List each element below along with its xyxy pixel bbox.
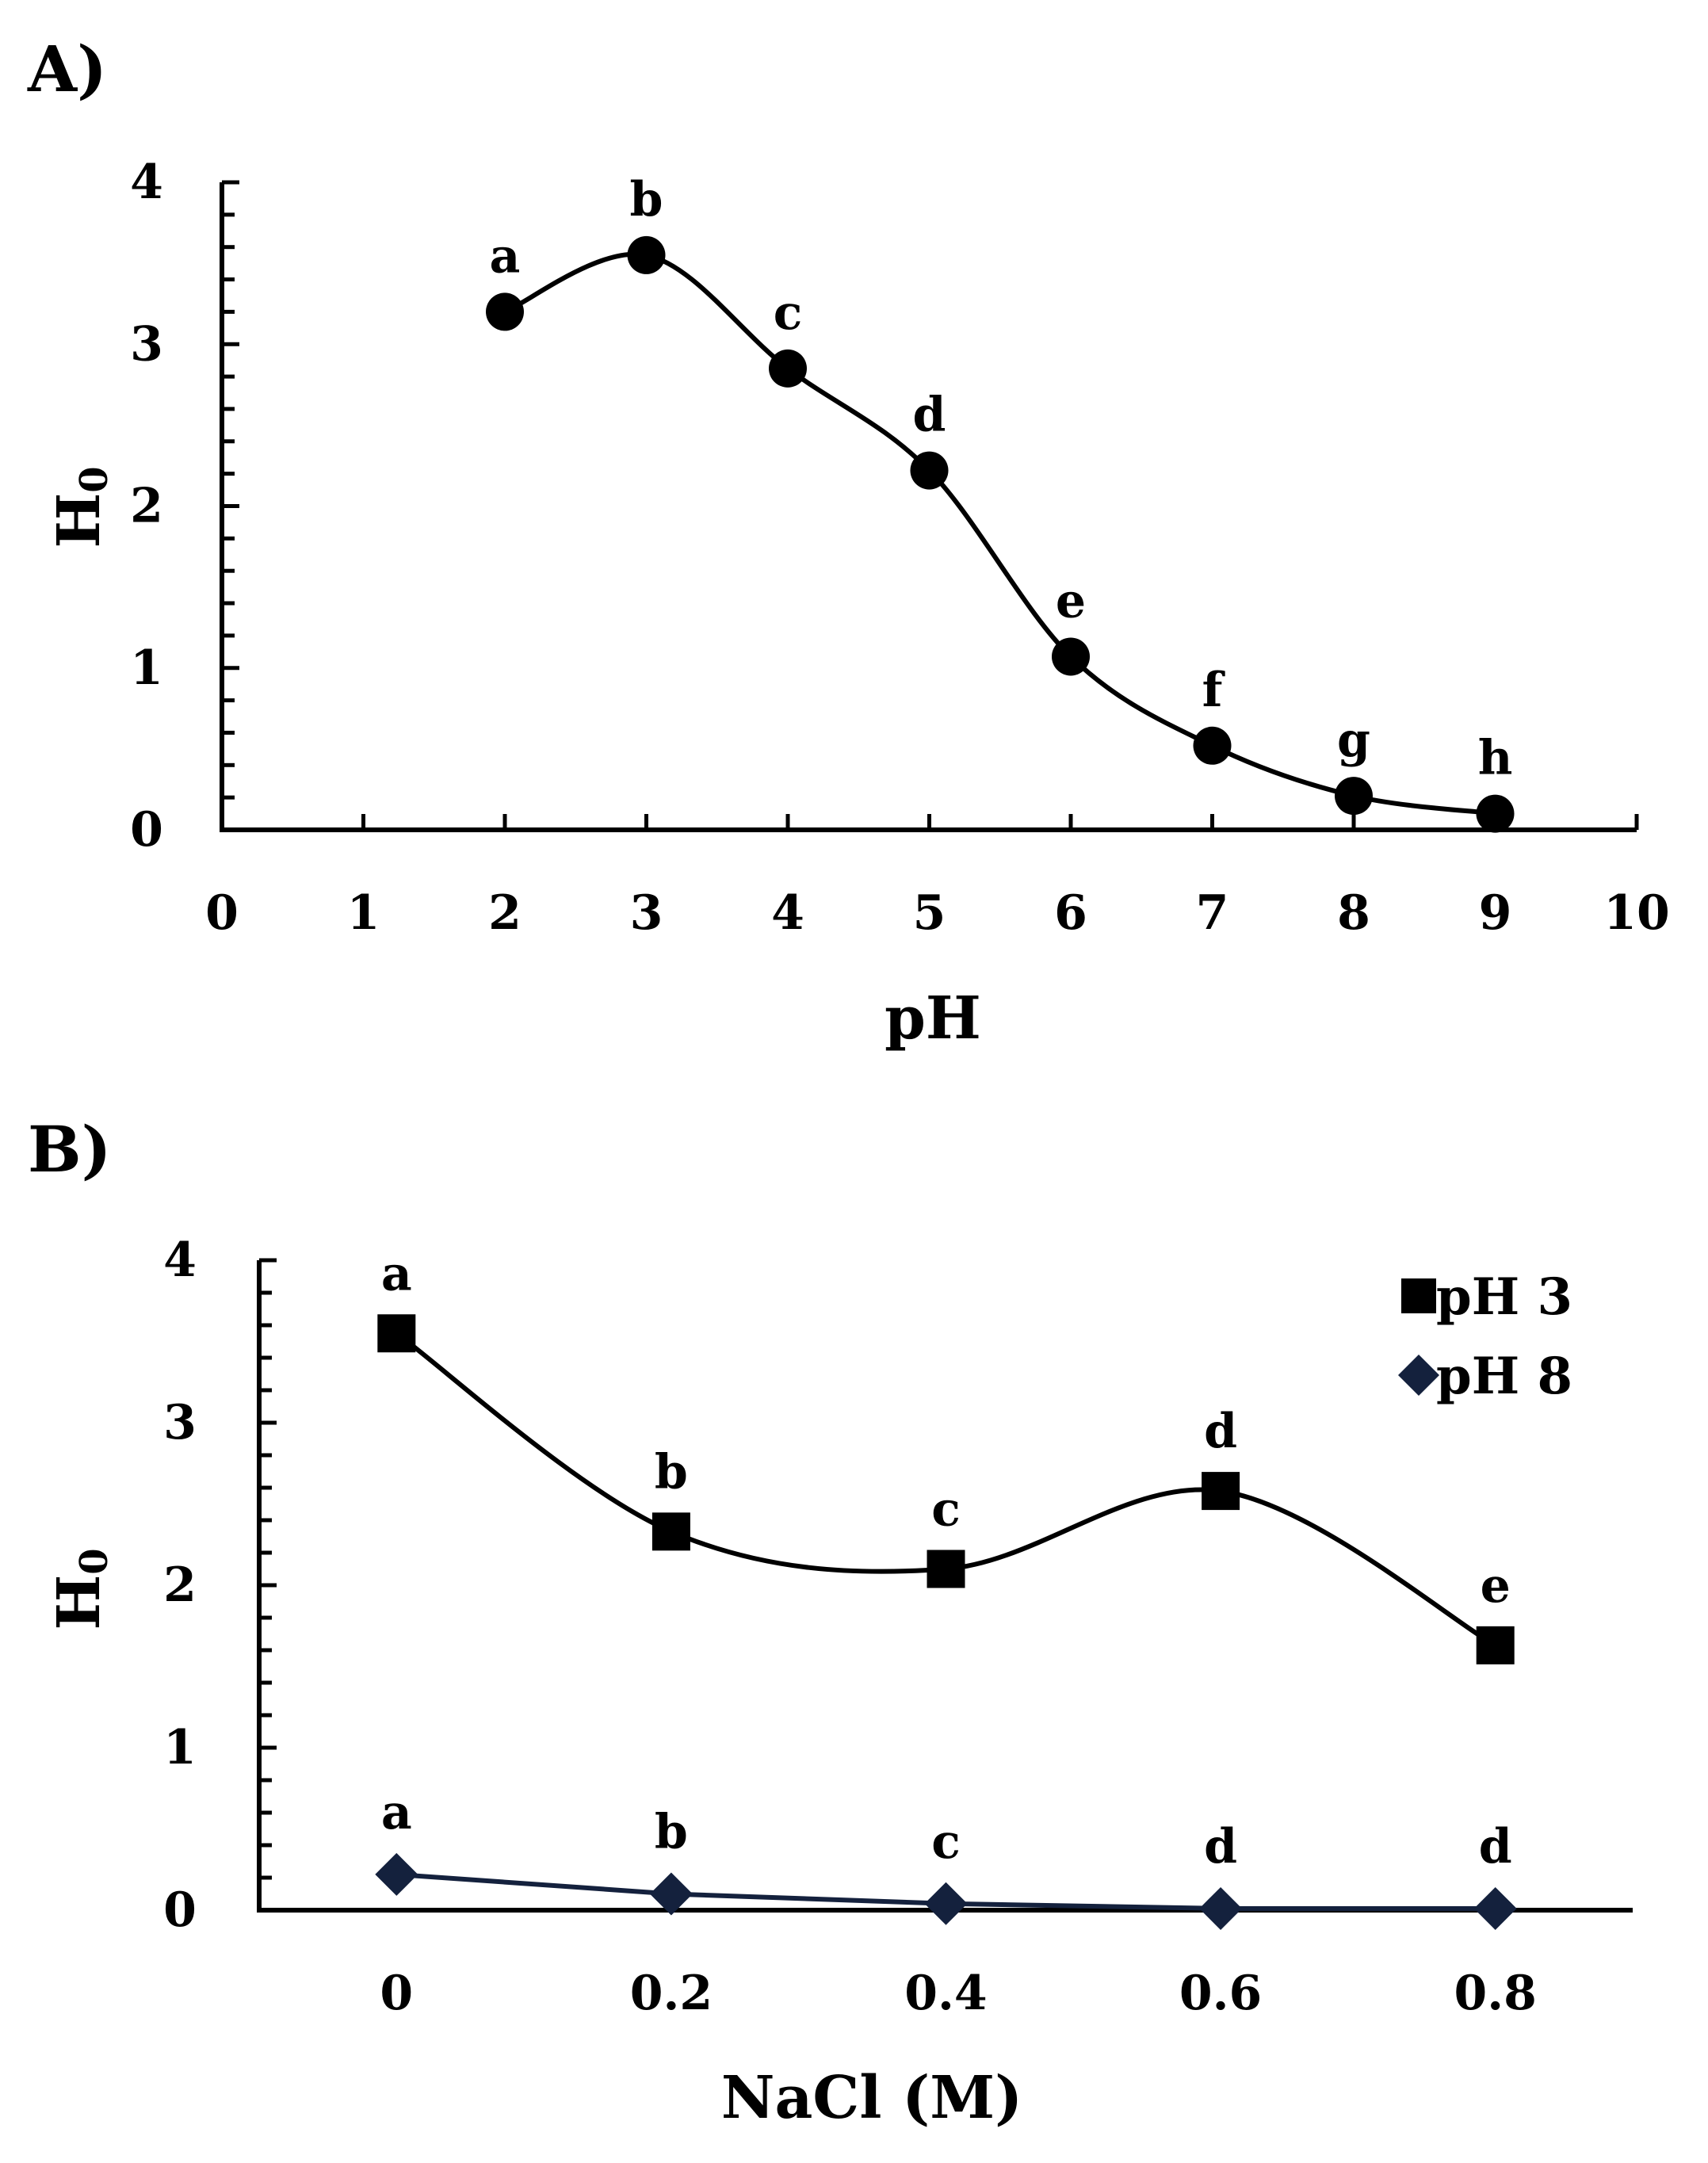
panel-a-label: A) — [27, 32, 107, 106]
panel-b-data-point-ph8 — [375, 1852, 418, 1896]
legend-label-ph3: pH 3 — [1436, 1267, 1572, 1327]
panel-a-significance-label: b — [630, 172, 663, 227]
panel-b-significance-label-ph8: d — [1479, 1819, 1512, 1874]
panel-b-data-point-ph3 — [377, 1314, 416, 1353]
panel-b-significance-label-ph8: c — [931, 1814, 961, 1870]
panel-a-significance-label: d — [913, 388, 946, 443]
panel-b-label: B) — [28, 1112, 111, 1187]
panel-b-y-tick-label: 4 — [163, 1232, 197, 1288]
panel-b-x-tick-label: 0.2 — [630, 1966, 713, 2021]
panel-a-data-point — [486, 292, 524, 331]
panel-a-x-tick-label: 0 — [205, 885, 239, 941]
panel-b-y-axis-title: H0 — [45, 1548, 117, 1630]
panel-b-significance-label-ph8: b — [655, 1805, 688, 1860]
panel-a-significance-label: e — [1056, 573, 1086, 629]
panel-a-data-point — [769, 349, 807, 388]
panel-a-y-tick-label: 1 — [130, 640, 163, 696]
panel-a-y-axis-title-subscript: 0 — [72, 466, 117, 492]
panel-b-significance-label-ph8: a — [381, 1785, 412, 1840]
panel-b-y-axis-title-subscript: 0 — [72, 1548, 117, 1574]
panel-a-series-line — [503, 251, 1496, 816]
panel-a-x-tick-label: 3 — [630, 885, 663, 941]
panel-a-x-tick-label: 8 — [1337, 885, 1370, 941]
legend-label-ph8: pH 8 — [1436, 1347, 1572, 1406]
panel-b-significance-label-ph8: d — [1204, 1819, 1237, 1874]
panel-b-x-tick-label: 0.4 — [904, 1966, 987, 2021]
panel-a-y-tick-label: 3 — [130, 316, 163, 372]
panel-a-y-axis-title: H0 — [45, 466, 117, 548]
panel-b-legend: pH 3 pH 8 — [1398, 1267, 1572, 1406]
panel-b-data-point-ph8 — [1473, 1886, 1517, 1930]
panel-b-x-tick-label: 0.8 — [1454, 1966, 1537, 2021]
panel-a-x-tick-label: 5 — [913, 885, 946, 941]
legend-marker-ph3 — [1401, 1278, 1436, 1313]
panel-a-y-tick-label: 2 — [130, 479, 163, 534]
panel-a-x-axis-title: pH — [885, 984, 981, 1053]
panel-b-significance-label-ph3: d — [1204, 1404, 1237, 1459]
panel-a-y-axis-title-main: H — [45, 493, 113, 548]
panel-b-data-point-ph3 — [1476, 1626, 1515, 1664]
panel-b-significance-label-ph3: c — [931, 1482, 961, 1538]
panel-b-significance-label-ph3: e — [1481, 1558, 1511, 1614]
panel-a-data-point — [1193, 726, 1232, 765]
panel-b-data-point-ph8 — [924, 1882, 968, 1925]
panel-a-x-tick-label: 9 — [1479, 885, 1512, 941]
panel-a-y-tick-label: 0 — [130, 802, 163, 858]
panel-a-x-tick-label: 1 — [347, 885, 380, 941]
panel-a-data-point — [1476, 794, 1515, 833]
panel-a-significance-label: h — [1478, 731, 1513, 786]
panel-b-y-axis-title-main: H — [45, 1575, 113, 1630]
panel-b-significance-label-ph3: a — [381, 1246, 412, 1301]
panel-a-x-tick-label: 6 — [1054, 885, 1087, 941]
panel-a-x-tick-label: 4 — [771, 885, 804, 941]
panel-b-significance-label-ph3: b — [655, 1444, 688, 1500]
panel-b-y-tick-label: 0 — [163, 1882, 197, 1938]
panel-a-x-tick-label: 7 — [1196, 885, 1229, 941]
panel-b-data-point-ph3 — [927, 1550, 965, 1588]
panel-b-data-point-ph8 — [1199, 1886, 1243, 1930]
panel-b-y-tick-label: 3 — [163, 1395, 197, 1450]
panel-a-x-tick-label: 2 — [488, 885, 522, 941]
panel-a-significance-label: a — [490, 228, 521, 284]
panel-b-x-tick-label: 0.6 — [1179, 1966, 1262, 2021]
panel-a-y-tick-label: 4 — [130, 155, 163, 210]
panel-b-y-tick-label: 1 — [163, 1720, 197, 1775]
panel-b-data-point-ph8 — [649, 1872, 693, 1916]
panel-a-data-point — [1052, 637, 1090, 676]
panel-a-x-tick-label: 10 — [1603, 885, 1670, 941]
panel-a-data-point — [627, 235, 666, 274]
panel-a-significance-label: f — [1202, 663, 1226, 718]
panel-b-data-point-ph3 — [1202, 1472, 1240, 1511]
panel-b-data-point-ph3 — [651, 1512, 690, 1551]
panel-b-x-tick-label: 0 — [380, 1966, 413, 2021]
panel-a-data-point — [910, 451, 949, 490]
panel-b-y-tick-label: 2 — [163, 1557, 197, 1613]
panel-a-data-point — [1335, 777, 1373, 816]
legend-marker-ph8 — [1398, 1355, 1439, 1396]
panel-b-x-axis-title: NaCl (M) — [721, 2064, 1022, 2132]
panel-a-significance-label: g — [1337, 713, 1370, 768]
panel-a-significance-label: c — [774, 285, 803, 341]
